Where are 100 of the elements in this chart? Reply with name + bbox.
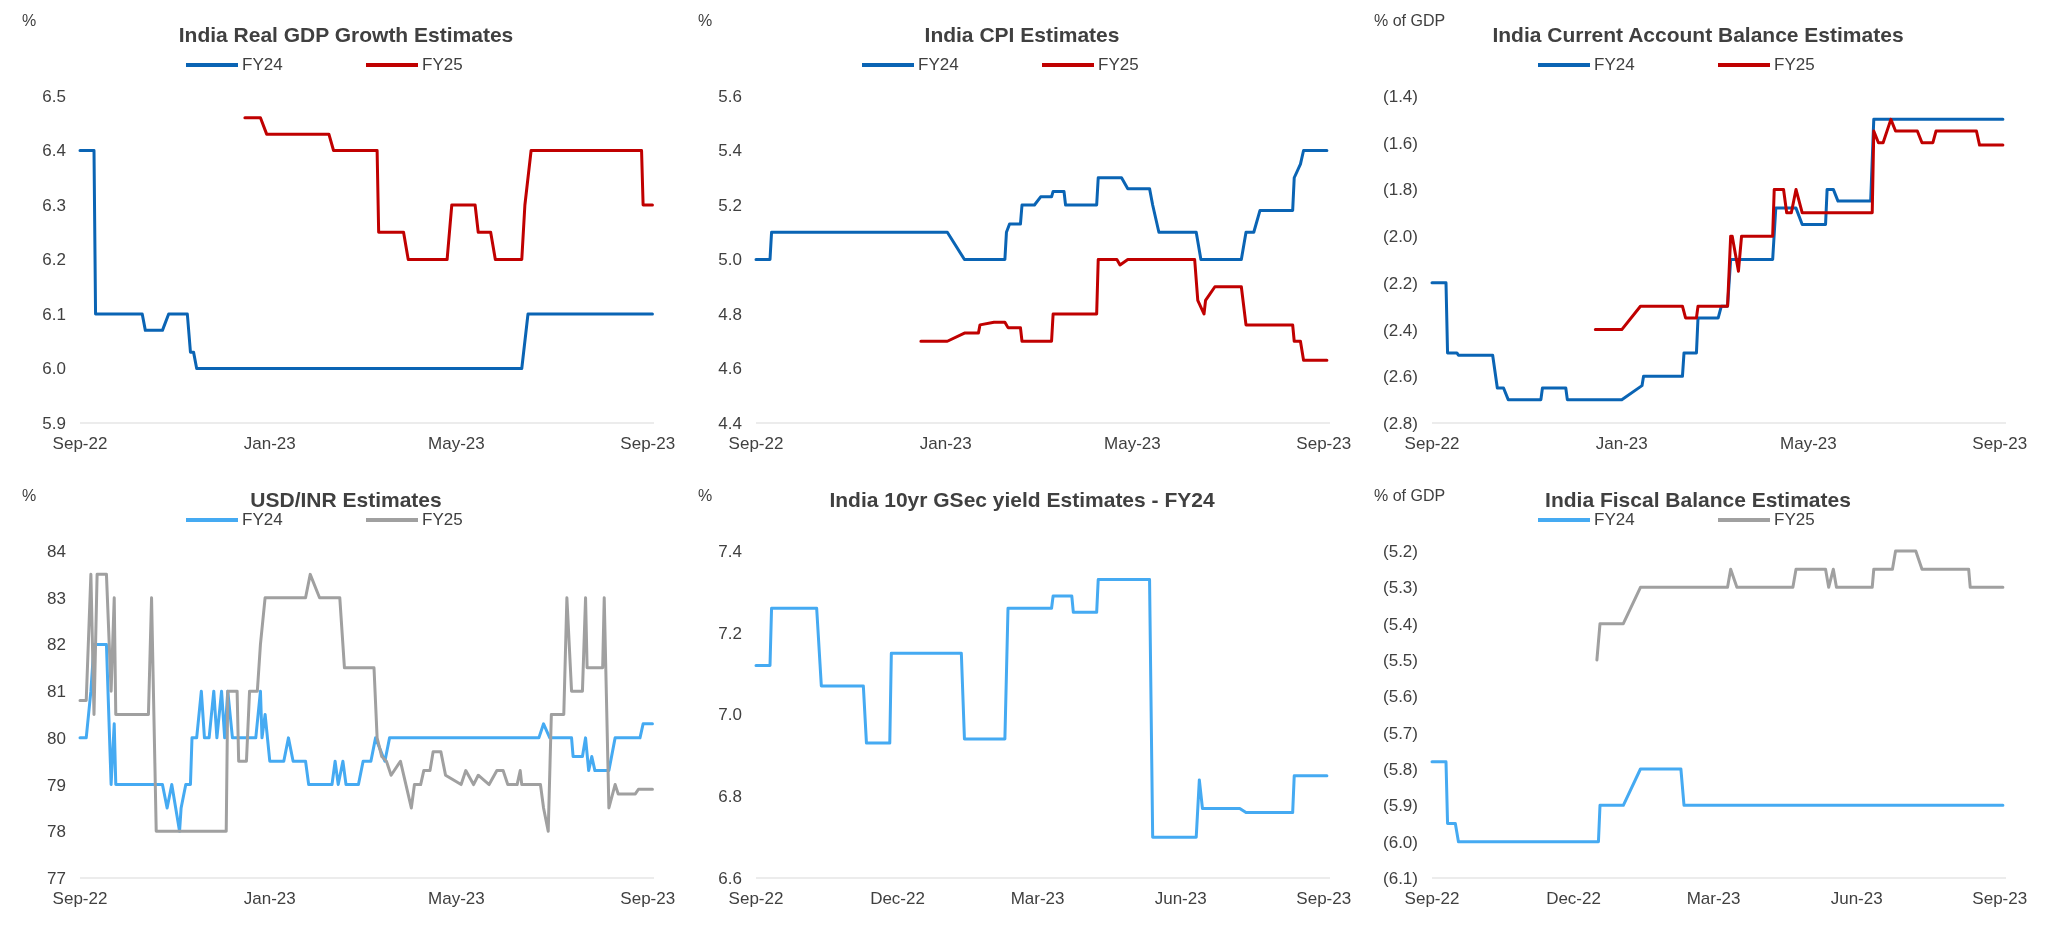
line-series: [78, 149, 654, 370]
y-axis-title: %: [22, 487, 37, 504]
line-series: [1430, 760, 2005, 844]
legend-label: FY24: [918, 55, 959, 74]
legend-label: FY24: [1594, 510, 1635, 529]
x-tick-label: Sep-23: [1296, 889, 1352, 908]
y-tick-label: 6.8: [718, 787, 742, 807]
x-tick-label: Sep-23: [620, 434, 676, 453]
x-tick-label: May-23: [1104, 434, 1161, 453]
y-tick-label: (1.8): [1383, 180, 1418, 200]
y-tick-label: 82: [47, 635, 66, 655]
y-tick-label: 4.6: [718, 359, 742, 379]
y-tick-label: (5.4): [1383, 614, 1418, 634]
y-tick-label: (2.4): [1383, 320, 1418, 340]
y-axis-title: %: [22, 12, 37, 29]
y-tick-label: (1.6): [1383, 133, 1418, 153]
line-series: [919, 258, 1329, 362]
line-series: [78, 572, 654, 833]
x-tick-label: May-23: [1780, 434, 1837, 453]
x-tick-label: Jan-23: [243, 434, 296, 453]
y-tick-label: 77: [47, 868, 66, 888]
y-tick-label: 6.6: [718, 868, 742, 888]
legend-label: FY25: [1774, 55, 1815, 74]
legend-label: FY25: [1098, 55, 1139, 74]
y-tick-label: 7.0: [718, 705, 742, 725]
y-tick-label: (6.1): [1383, 868, 1418, 888]
y-axis-title: %: [698, 487, 713, 504]
y-tick-label: (5.3): [1383, 578, 1418, 598]
y-tick-label: (5.7): [1383, 723, 1418, 743]
y-tick-label: 5.6: [718, 86, 742, 106]
y-tick-label: 7.4: [718, 541, 742, 561]
y-tick-label: (5.5): [1383, 650, 1418, 670]
x-tick-label: Jan-23: [1595, 434, 1648, 453]
y-tick-label: 83: [47, 588, 66, 608]
x-tick-label: Sep-22: [728, 434, 784, 453]
y-tick-label: (2.8): [1383, 413, 1418, 433]
y-tick-label: (1.4): [1383, 86, 1418, 106]
x-tick-label: Sep-23: [620, 889, 676, 908]
legend-label: FY25: [1774, 510, 1815, 529]
y-tick-label: 5.2: [718, 195, 742, 215]
x-tick-label: Jan-23: [243, 889, 296, 908]
x-tick-label: May-23: [428, 889, 485, 908]
y-tick-label: 5.9: [42, 413, 66, 433]
y-tick-label: 6.1: [42, 304, 66, 324]
x-tick-label: Mar-23: [1686, 889, 1741, 908]
x-tick-label: Sep-22: [728, 889, 784, 908]
x-tick-label: May-23: [428, 434, 485, 453]
line-series: [754, 149, 1329, 261]
chart-title: India Current Account Balance Estimates: [1492, 23, 1904, 46]
line-series: [1593, 117, 2005, 332]
y-tick-label: 5.0: [718, 250, 742, 270]
x-tick-label: Sep-22: [52, 434, 108, 453]
y-tick-label: 5.4: [718, 141, 742, 161]
y-tick-label: (2.0): [1383, 227, 1418, 247]
line-series: [754, 578, 1329, 839]
y-tick-label: (6.0): [1383, 832, 1418, 852]
x-tick-label: Mar-23: [1010, 889, 1065, 908]
legend-label: FY25: [422, 55, 463, 74]
line-series: [243, 116, 654, 261]
y-axis-title: % of GDP: [1374, 12, 1446, 29]
y-tick-label: 81: [47, 682, 66, 702]
y-tick-label: 4.4: [718, 413, 742, 433]
chart-title: USD/INR Estimates: [250, 488, 442, 511]
y-tick-label: 6.3: [42, 195, 66, 215]
y-tick-label: 84: [47, 541, 66, 561]
y-tick-label: (5.8): [1383, 759, 1418, 779]
line-series: [1595, 549, 2005, 662]
y-tick-label: 78: [47, 822, 66, 842]
legend-label: FY25: [422, 510, 463, 529]
chart-title: India CPI Estimates: [924, 23, 1120, 46]
x-tick-label: Sep-22: [52, 889, 108, 908]
x-tick-label: Sep-23: [1296, 434, 1352, 453]
y-tick-label: 6.4: [42, 141, 66, 161]
x-tick-label: Jan-23: [919, 434, 972, 453]
y-tick-label: 4.8: [718, 304, 742, 324]
y-tick-label: 80: [47, 728, 66, 748]
y-tick-label: (5.6): [1383, 687, 1418, 707]
y-tick-label: 79: [47, 775, 66, 795]
y-tick-label: (5.9): [1383, 796, 1418, 816]
y-tick-label: 6.2: [42, 250, 66, 270]
x-tick-label: Sep-23: [1972, 889, 2028, 908]
y-tick-label: 6.0: [42, 359, 66, 379]
legend-label: FY24: [242, 55, 283, 74]
line-series: [78, 642, 654, 833]
legend-label: FY24: [1594, 55, 1635, 74]
x-tick-label: Dec-22: [1546, 889, 1601, 908]
x-tick-label: Dec-22: [870, 889, 925, 908]
y-tick-label: 7.2: [718, 623, 742, 643]
chart-title: India Fiscal Balance Estimates: [1545, 488, 1851, 511]
x-tick-label: Jun-23: [1154, 889, 1207, 908]
y-axis-title: %: [698, 12, 713, 29]
y-tick-label: (5.2): [1383, 541, 1418, 561]
legend-label: FY24: [242, 510, 283, 529]
x-tick-label: Jun-23: [1830, 889, 1883, 908]
y-axis-title: % of GDP: [1374, 487, 1446, 504]
y-tick-label: (2.2): [1383, 273, 1418, 293]
x-tick-label: Sep-22: [1404, 889, 1460, 908]
y-tick-label: (2.6): [1383, 367, 1418, 387]
chart-title: India Real GDP Growth Estimates: [178, 23, 514, 46]
y-tick-label: 6.5: [42, 86, 66, 106]
